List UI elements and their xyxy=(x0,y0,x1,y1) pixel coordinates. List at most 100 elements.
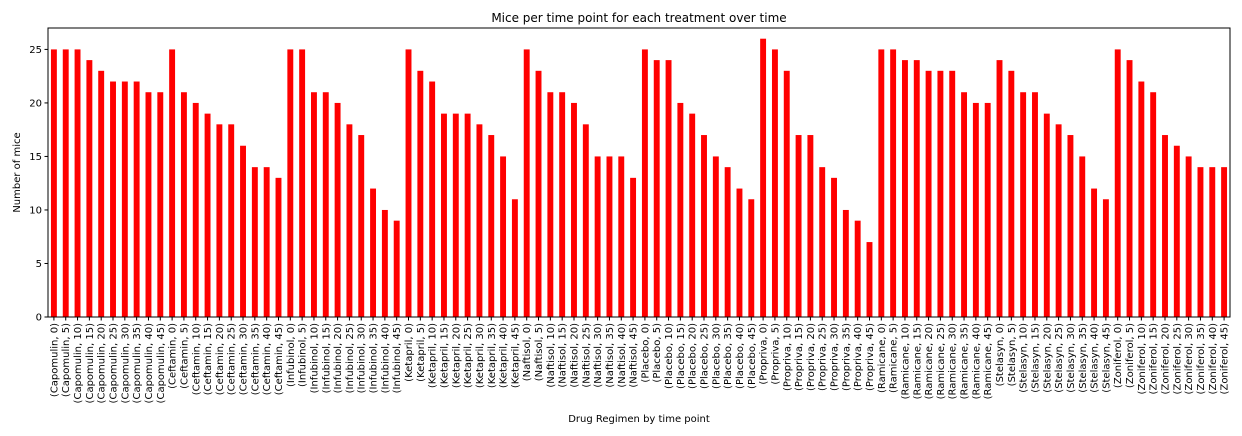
x-tick-label: (Stelasyn, 15) xyxy=(1030,323,1041,393)
x-tick-label: (Naftisol, 40) xyxy=(617,323,628,388)
x-tick-label: (Propriva, 15) xyxy=(794,323,805,391)
bar xyxy=(417,70,424,317)
chart-title: Mice per time point for each treatment o… xyxy=(491,11,786,25)
x-tick-label: (Ceftamin, 15) xyxy=(203,323,214,395)
x-tick-label: (Placebo, 5) xyxy=(652,323,663,383)
y-tick-label: 5 xyxy=(36,259,42,270)
bar xyxy=(984,102,991,318)
bar xyxy=(251,167,258,317)
x-tick-label: (Infubinol, 5) xyxy=(298,323,309,387)
x-tick-label: (Placebo, 20) xyxy=(688,323,699,389)
x-tick-label: (Naftisol, 25) xyxy=(581,323,592,388)
bar xyxy=(878,49,885,317)
bar xyxy=(1209,167,1216,317)
x-tick-label: (Ketapril, 0) xyxy=(404,323,415,382)
x-tick-label: (Infubinol, 20) xyxy=(333,323,344,393)
x-tick-label: (Naftisol, 10) xyxy=(546,323,557,388)
x-tick-label: (Capomulin, 40) xyxy=(144,323,155,404)
bar xyxy=(1126,60,1133,318)
bar xyxy=(665,60,672,318)
x-tick-label: (Ketapril, 40) xyxy=(499,323,510,388)
x-tick-label: (Ketapril, 10) xyxy=(428,323,439,388)
x-tick-label: (Placebo, 25) xyxy=(700,323,711,389)
bar xyxy=(287,49,294,317)
bar xyxy=(760,38,767,317)
bar xyxy=(653,60,660,318)
bar xyxy=(831,177,837,317)
x-tick-label: (Ketapril, 15) xyxy=(439,323,450,388)
bar xyxy=(452,113,459,317)
x-tick-label: (Ceftamin, 45) xyxy=(274,323,285,395)
bar xyxy=(192,102,199,318)
x-tick-label: (Infubinol, 15) xyxy=(321,323,332,393)
x-tick-label: (Infubinol, 0) xyxy=(286,323,297,387)
x-tick-label: (Infubinol, 35) xyxy=(369,323,380,393)
bar xyxy=(511,199,518,317)
x-tick-label: (Stelasyn, 30) xyxy=(1066,323,1077,393)
bar xyxy=(902,60,908,318)
bar xyxy=(370,188,377,317)
bar xyxy=(1091,188,1098,317)
x-tick-label: (Naftisol, 15) xyxy=(558,323,569,388)
bar xyxy=(311,92,317,317)
x-tick-label: (Naftisol, 0) xyxy=(522,323,533,381)
bar xyxy=(204,113,211,317)
bar xyxy=(890,49,897,317)
bar xyxy=(748,199,755,317)
x-tick-label: (Ramicane, 35) xyxy=(960,323,971,399)
x-tick-label: (Stelasyn, 10) xyxy=(1019,323,1030,393)
x-tick-label: (Ramicane, 30) xyxy=(948,323,959,399)
x-tick-label: (Capomulin, 35) xyxy=(132,323,143,404)
bar xyxy=(937,70,944,317)
bar xyxy=(842,209,849,317)
bar xyxy=(240,145,246,317)
x-tick-label: (Placebo, 35) xyxy=(723,323,734,389)
bars-group xyxy=(50,38,1228,318)
x-axis-title: Drug Regimen by time point xyxy=(568,414,710,425)
bar xyxy=(1032,92,1038,317)
x-axis: (Capomulin, 0) (Capomulin, 5) (Capomulin, … xyxy=(49,317,1231,404)
bar xyxy=(712,156,719,317)
x-tick-label: (Zoniferol, 0) xyxy=(1113,323,1124,388)
bar xyxy=(996,60,1003,318)
bar xyxy=(571,102,577,318)
bar xyxy=(1173,145,1180,317)
x-tick-label: (Zoniferol, 45) xyxy=(1220,323,1231,395)
x-tick-label: (Propriva, 45) xyxy=(865,323,876,391)
bar xyxy=(1185,156,1192,317)
x-tick-label: (Stelasyn, 0) xyxy=(995,323,1006,386)
bar xyxy=(1138,81,1145,318)
x-tick-label: (Ramicane, 45) xyxy=(983,323,994,399)
bar xyxy=(925,70,932,317)
x-tick-label: (Propriva, 10) xyxy=(782,323,793,391)
bar xyxy=(547,92,554,317)
x-tick-label: (Placebo, 45) xyxy=(747,323,758,389)
bar xyxy=(641,49,648,317)
bar xyxy=(121,81,128,318)
bar xyxy=(1150,92,1157,317)
x-tick-label: (Zoniferol, 15) xyxy=(1149,323,1160,395)
x-tick-label: (Placebo, 10) xyxy=(664,323,675,389)
bar xyxy=(1079,156,1086,317)
bar xyxy=(322,92,329,317)
x-tick-label: (Naftisol, 30) xyxy=(593,323,604,388)
y-axis: 0 5 10 15 20 25 xyxy=(29,45,48,324)
bar xyxy=(334,102,341,318)
x-tick-label: (Ramicane, 40) xyxy=(971,323,982,399)
bar xyxy=(405,49,412,317)
bar xyxy=(736,188,743,317)
bar xyxy=(1221,167,1228,317)
x-tick-label: (Zoniferol, 40) xyxy=(1208,323,1219,395)
x-tick-label: (Placebo, 30) xyxy=(711,323,722,389)
y-tick-label: 20 xyxy=(29,98,42,109)
bar xyxy=(1020,92,1027,317)
x-tick-label: (Ketapril, 25) xyxy=(463,323,474,388)
x-tick-label: (Zoniferol, 30) xyxy=(1184,323,1195,395)
x-tick-label: (Ceftamin, 20) xyxy=(215,323,226,395)
bar xyxy=(86,60,93,318)
x-tick-label: (Zoniferol, 10) xyxy=(1137,323,1148,395)
x-tick-label: (Propriva, 40) xyxy=(853,323,864,391)
x-tick-label: (Naftisol, 35) xyxy=(605,323,616,388)
x-tick-label: (Placebo, 15) xyxy=(676,323,687,389)
